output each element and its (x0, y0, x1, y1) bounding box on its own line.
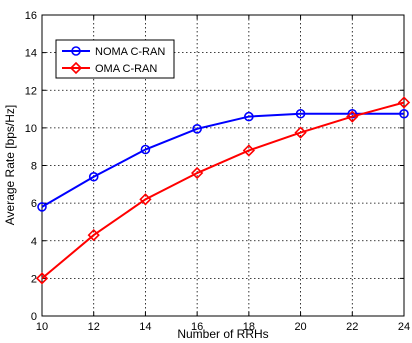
x-axis-label: Number of RRHs (177, 327, 268, 341)
data-point-oma-c-ran (139, 193, 152, 206)
y-tick-label: 10 (25, 123, 37, 135)
x-tick-label: 20 (294, 321, 306, 333)
legend-item-oma-c-ran: OMA C-RAN (62, 61, 157, 75)
y-tick-label: 12 (25, 85, 37, 97)
data-point-oma-c-ran (397, 96, 411, 109)
series-line-oma-c-ran (41, 101, 405, 280)
y-tick-label: 4 (31, 236, 37, 248)
data-point-noma-c-ran (192, 124, 202, 134)
y-tick-label: 16 (25, 10, 37, 22)
legend-marker-oma-c-ran (69, 61, 83, 75)
legend-label-oma-c-ran: OMA C-RAN (95, 63, 157, 75)
data-point-oma-c-ran (346, 110, 359, 123)
data-point-noma-c-ran (244, 111, 254, 122)
series-line-noma-c-ran (41, 112, 404, 208)
series-noma-c-ran (37, 108, 409, 212)
y-tick-label: 6 (31, 198, 37, 210)
x-tick-label: 16 (191, 321, 203, 333)
data-point-oma-c-ran (35, 272, 49, 285)
data-point-oma-c-ran (294, 126, 307, 139)
series-oma-c-ran (35, 96, 411, 285)
legend: NOMA C-RAN OMA C-RAN (55, 39, 175, 79)
x-tick-label: 24 (398, 321, 410, 333)
data-point-noma-c-ran (140, 144, 151, 155)
data-point-noma-c-ran (295, 108, 306, 119)
y-tick-label: 8 (31, 161, 37, 173)
x-tick-label: 22 (346, 321, 358, 333)
data-point-noma-c-ran (37, 202, 47, 212)
y-axis-label: Average Rate [bps/Hz] (3, 105, 17, 226)
x-tick-label: 14 (139, 321, 151, 333)
x-tick-label: 10 (36, 321, 48, 333)
data-point-noma-c-ran (347, 108, 358, 119)
data-point-oma-c-ran (191, 166, 204, 180)
legend-item-noma-c-ran: NOMA C-RAN (62, 46, 165, 58)
grid (42, 15, 404, 316)
data-point-oma-c-ran (242, 144, 255, 157)
y-tick-label: 0 (31, 311, 37, 323)
series-group (35, 96, 411, 285)
y-tick-label: 2 (31, 273, 37, 285)
data-point-noma-c-ran (399, 108, 409, 119)
y-tick-label: 14 (25, 48, 37, 60)
legend-label-noma-c-ran: NOMA C-RAN (95, 46, 165, 58)
data-point-oma-c-ran (87, 228, 100, 242)
x-tick-label: 18 (243, 321, 255, 333)
data-point-noma-c-ran (88, 171, 99, 182)
x-tick-label: 12 (88, 321, 100, 333)
legend-marker-noma-c-ran (71, 46, 81, 56)
